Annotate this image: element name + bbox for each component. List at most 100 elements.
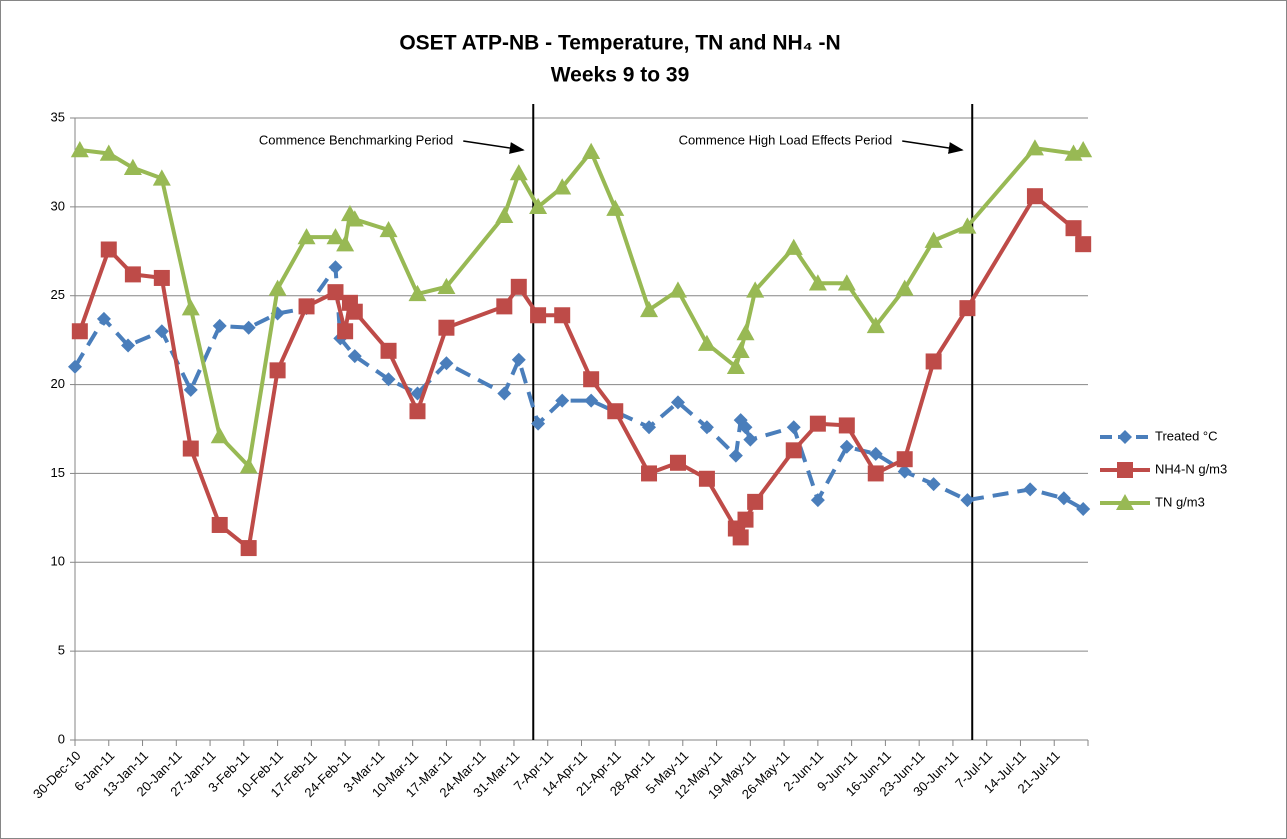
data-point	[241, 320, 256, 335]
data-point	[381, 372, 396, 387]
data-point	[510, 278, 527, 295]
data-point	[100, 241, 117, 258]
data-point	[641, 465, 658, 482]
legend-marker	[1118, 430, 1132, 444]
data-point	[786, 420, 801, 435]
legend-label: TN g/m3	[1155, 494, 1205, 509]
data-point	[123, 158, 142, 175]
data-point	[438, 319, 455, 336]
legend-marker	[1117, 462, 1133, 478]
data-point	[731, 341, 750, 359]
data-point	[182, 440, 199, 457]
data-point	[437, 277, 456, 295]
data-point	[640, 300, 659, 318]
data-point	[183, 382, 198, 397]
data-point	[926, 477, 941, 492]
y-tick-label: 15	[51, 465, 65, 480]
data-point	[838, 417, 855, 434]
data-point	[336, 235, 355, 252]
data-point	[699, 420, 714, 435]
data-point	[152, 169, 171, 186]
data-point	[726, 357, 745, 374]
data-point	[728, 448, 743, 463]
data-point	[345, 210, 364, 227]
y-tick-label: 20	[51, 376, 65, 391]
data-point	[70, 140, 89, 158]
data-point	[736, 324, 755, 341]
data-point	[239, 457, 258, 474]
y-tick-label: 30	[51, 198, 65, 213]
data-point	[809, 415, 826, 432]
data-point	[380, 342, 397, 359]
data-point	[210, 427, 229, 444]
data-point	[326, 228, 345, 245]
data-point	[328, 260, 343, 275]
data-point	[743, 432, 758, 447]
data-point	[670, 395, 685, 410]
data-point	[153, 269, 170, 286]
y-tick-label: 5	[58, 643, 65, 658]
data-point	[211, 516, 228, 533]
data-point	[121, 338, 136, 353]
legend-marker	[1116, 494, 1134, 510]
data-point	[1074, 140, 1093, 158]
data-point	[583, 371, 600, 388]
data-point	[895, 279, 914, 296]
data-point	[240, 540, 257, 557]
chart-subtitle: Weeks 9 to 39	[551, 64, 690, 87]
data-point	[897, 464, 912, 479]
data-point	[124, 266, 141, 283]
data-point	[607, 403, 624, 420]
data-point	[511, 352, 526, 367]
data-point	[529, 197, 548, 215]
data-point	[1076, 501, 1091, 516]
y-tick-label: 25	[51, 287, 65, 302]
data-point	[1026, 188, 1043, 205]
data-point	[960, 493, 975, 508]
data-point	[409, 403, 426, 420]
data-point	[784, 238, 803, 255]
data-point	[497, 386, 512, 401]
data-point	[642, 420, 657, 435]
data-point	[68, 359, 82, 374]
data-point	[347, 349, 362, 364]
data-point	[896, 451, 913, 468]
y-tick-label: 0	[58, 731, 65, 746]
data-point	[584, 393, 599, 408]
data-point	[958, 217, 977, 234]
data-point	[698, 470, 715, 487]
data-point	[747, 493, 764, 510]
data-point	[509, 164, 528, 181]
data-point	[555, 393, 570, 408]
data-point	[737, 511, 754, 528]
data-point	[1025, 139, 1044, 156]
data-point	[810, 493, 825, 508]
data-point	[530, 307, 547, 324]
data-point	[379, 220, 398, 238]
data-point	[495, 206, 514, 223]
data-point	[531, 416, 546, 431]
data-point	[99, 144, 118, 161]
annotation-text: Commence Benchmarking Period	[259, 132, 453, 147]
data-point	[181, 299, 200, 316]
chart-title: OSET ATP-NB - Temperature, TN and NH₄ -N	[399, 32, 840, 55]
data-point	[297, 228, 316, 245]
data-point	[959, 300, 976, 317]
data-point	[924, 231, 943, 248]
annotation-arrow	[902, 140, 964, 154]
data-point	[71, 323, 88, 340]
data-point	[212, 318, 227, 333]
y-tick-label: 35	[51, 109, 65, 124]
data-point	[697, 334, 716, 351]
data-point	[408, 284, 427, 302]
data-point	[327, 284, 344, 301]
data-point	[582, 142, 601, 159]
data-point	[1023, 482, 1038, 497]
data-point	[866, 316, 885, 334]
data-point	[732, 529, 749, 546]
legend-label: NH4-N g/m3	[1155, 461, 1227, 476]
data-point	[298, 298, 315, 315]
data-point	[1065, 220, 1082, 237]
